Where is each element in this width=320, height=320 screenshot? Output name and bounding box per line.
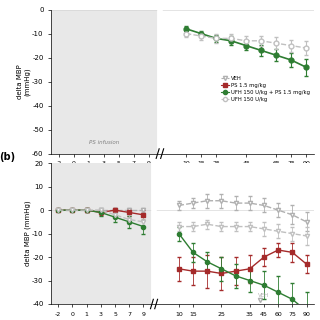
Text: PS infusion: PS infusion	[89, 140, 119, 145]
Text: VEH: VEH	[258, 293, 269, 298]
X-axis label: Time (min): Time (min)	[162, 168, 203, 177]
Text: (b): (b)	[0, 152, 15, 162]
Y-axis label: delta MBP (mmHg): delta MBP (mmHg)	[24, 201, 31, 267]
Legend: VEH, PS 1.5 mg/kg, UFH 150 U/kg + PS 1.5 mg/kg, UFH 150 U/kg: VEH, PS 1.5 mg/kg, UFH 150 U/kg + PS 1.5…	[219, 74, 313, 104]
Bar	[51, 10, 156, 154]
Bar	[51, 163, 150, 304]
Y-axis label: delta MBP
(mmHg): delta MBP (mmHg)	[17, 64, 31, 99]
